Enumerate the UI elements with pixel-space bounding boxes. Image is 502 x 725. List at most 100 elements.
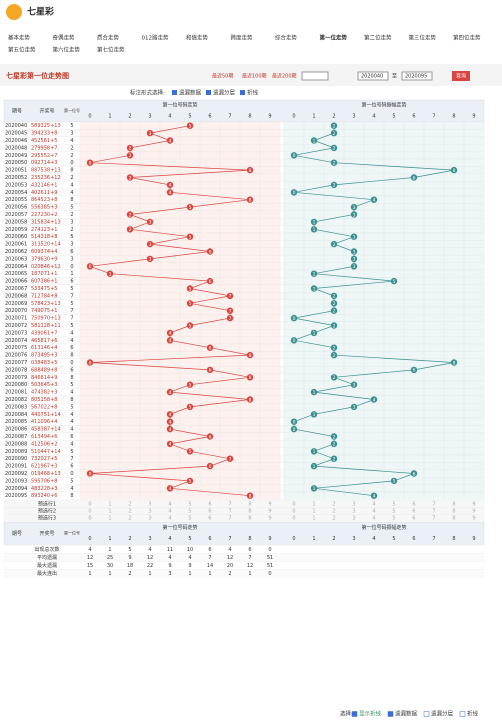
preselect-digit[interactable]: 4 (372, 515, 375, 521)
option[interactable]: 折线 (247, 89, 259, 97)
preselect-digit[interactable]: 2 (128, 501, 131, 507)
from-input[interactable] (357, 71, 389, 81)
footer-option[interactable]: 折线 (467, 710, 479, 718)
preselect-digit[interactable]: 9 (472, 501, 475, 507)
preselect-digit[interactable]: 6 (412, 515, 415, 521)
nav-tab[interactable]: 第三位走势 (409, 34, 437, 42)
preselect-digit[interactable]: 0 (88, 508, 91, 514)
preselect-digit[interactable]: 7 (228, 508, 231, 514)
preselect-digit[interactable]: 1 (108, 515, 111, 521)
preselect-digit[interactable]: 8 (452, 508, 455, 514)
preselect-digit[interactable]: 2 (332, 515, 335, 521)
preselect-digit[interactable]: 6 (208, 508, 211, 514)
preselect-digit[interactable]: 5 (392, 501, 395, 507)
preselect-digit[interactable]: 6 (208, 501, 211, 507)
preselect-digit[interactable]: 5 (188, 508, 191, 514)
nav-tab[interactable]: 和值走势 (186, 34, 209, 42)
preselect-digit[interactable]: 0 (292, 515, 295, 521)
preselect-digit[interactable]: 5 (392, 515, 395, 521)
preselect-digit[interactable]: 2 (332, 508, 335, 514)
preselect-digit[interactable]: 1 (312, 508, 315, 514)
preselect-digit[interactable]: 4 (168, 508, 171, 514)
preselect-digit[interactable]: 5 (392, 508, 395, 514)
checkbox[interactable] (351, 711, 358, 717)
preselect-digit[interactable]: 3 (148, 515, 151, 521)
nav-tab[interactable]: 012路走势 (142, 34, 169, 42)
preselect-digit[interactable]: 3 (352, 515, 355, 521)
preselect-digit[interactable]: 1 (312, 501, 315, 507)
preselect-digit[interactable]: 1 (312, 515, 315, 521)
draw: 020846+12 (31, 264, 61, 270)
preselect-digit[interactable]: 3 (352, 501, 355, 507)
preselect-digit[interactable]: 0 (292, 508, 295, 514)
preselect-digit[interactable]: 8 (248, 515, 251, 521)
preselect-digit[interactable]: 1 (108, 501, 111, 507)
preselect-digit[interactable]: 3 (148, 508, 151, 514)
preselect-digit[interactable]: 1 (108, 508, 111, 514)
preselect-digit[interactable]: 6 (412, 508, 415, 514)
preselect-digit[interactable]: 7 (432, 508, 435, 514)
nav-tab[interactable]: 第六位走势 (53, 46, 81, 54)
preselect-digit[interactable]: 2 (332, 501, 335, 507)
preselect-digit[interactable]: 8 (248, 501, 251, 507)
footer-option[interactable]: 遗漏分层 (431, 710, 454, 718)
preselect-digit[interactable]: 2 (128, 508, 131, 514)
nav-tab[interactable]: 奇偶走势 (53, 34, 76, 42)
option[interactable]: 遗漏分层 (213, 89, 236, 97)
footer-option[interactable]: 显示折线 (359, 710, 382, 718)
nav-tab[interactable]: 第一位走势 (320, 34, 348, 42)
preselect-digit[interactable]: 5 (188, 515, 191, 521)
recent-filter[interactable]: 最近200期 (272, 73, 297, 80)
preselect-digit[interactable]: 7 (228, 501, 231, 507)
checkbox[interactable] (206, 90, 211, 95)
preselect-digit[interactable]: 9 (268, 501, 271, 507)
preselect-digit[interactable]: 9 (472, 508, 475, 514)
recent-filter[interactable]: 最近100期 (242, 73, 267, 80)
nav-tab[interactable]: 第四位走势 (453, 34, 481, 42)
preselect-digit[interactable]: 4 (168, 501, 171, 507)
preselect-digit[interactable]: 6 (412, 501, 415, 507)
hit-ball (166, 329, 174, 337)
hit-ball (350, 203, 358, 211)
preselect-digit[interactable]: 9 (268, 515, 271, 521)
preselect-digit[interactable]: 7 (432, 501, 435, 507)
preselect-digit[interactable]: 7 (432, 515, 435, 521)
preselect-digit[interactable]: 0 (88, 501, 91, 507)
nav-tab[interactable]: 第七位走势 (97, 46, 125, 54)
query-button[interactable] (452, 71, 470, 81)
recent-filter[interactable]: 最近50期 (212, 73, 233, 80)
preselect-digit[interactable]: 8 (452, 501, 455, 507)
preselect-digit[interactable]: 0 (88, 515, 91, 521)
to-input[interactable] (401, 71, 433, 81)
checkbox[interactable] (172, 90, 177, 95)
nav-tab[interactable]: 第二位走势 (364, 34, 392, 42)
query-label[interactable]: 查询 (456, 73, 466, 80)
preselect-digit[interactable]: 8 (452, 515, 455, 521)
preselect-digit[interactable]: 9 (268, 508, 271, 514)
nav-tab[interactable]: 质合走势 (97, 34, 120, 42)
preselect-digit[interactable]: 3 (148, 501, 151, 507)
preselect-digit[interactable]: 0 (292, 501, 295, 507)
nav-tab[interactable]: 第五位走势 (8, 46, 36, 54)
nav-tab[interactable]: 综合走势 (275, 34, 298, 42)
nav-tab[interactable]: 跨度走势 (231, 34, 254, 42)
option[interactable]: 遗漏数据 (179, 89, 202, 97)
nav-tab[interactable]: 基本走势 (8, 34, 31, 42)
preselect-digit[interactable]: 4 (372, 508, 375, 514)
preselect-digit[interactable]: 6 (208, 515, 211, 521)
preselect-digit[interactable]: 8 (248, 508, 251, 514)
preselect-digit[interactable]: 2 (128, 515, 131, 521)
preselect-digit[interactable]: 9 (472, 515, 475, 521)
preselect-digit[interactable]: 5 (188, 501, 191, 507)
footer-option[interactable]: 遗漏数据 (395, 710, 418, 718)
select-box[interactable] (301, 71, 329, 81)
checkbox[interactable] (459, 711, 466, 717)
checkbox[interactable] (423, 711, 430, 717)
preselect-digit[interactable]: 4 (372, 501, 375, 507)
preselect-digit[interactable]: 3 (352, 508, 355, 514)
preselect-digit[interactable]: 7 (228, 515, 231, 521)
checkbox[interactable] (387, 711, 394, 717)
checkbox[interactable] (240, 90, 245, 95)
preselect-digit[interactable]: 4 (168, 515, 171, 521)
draw: 394233+8 (31, 131, 57, 137)
